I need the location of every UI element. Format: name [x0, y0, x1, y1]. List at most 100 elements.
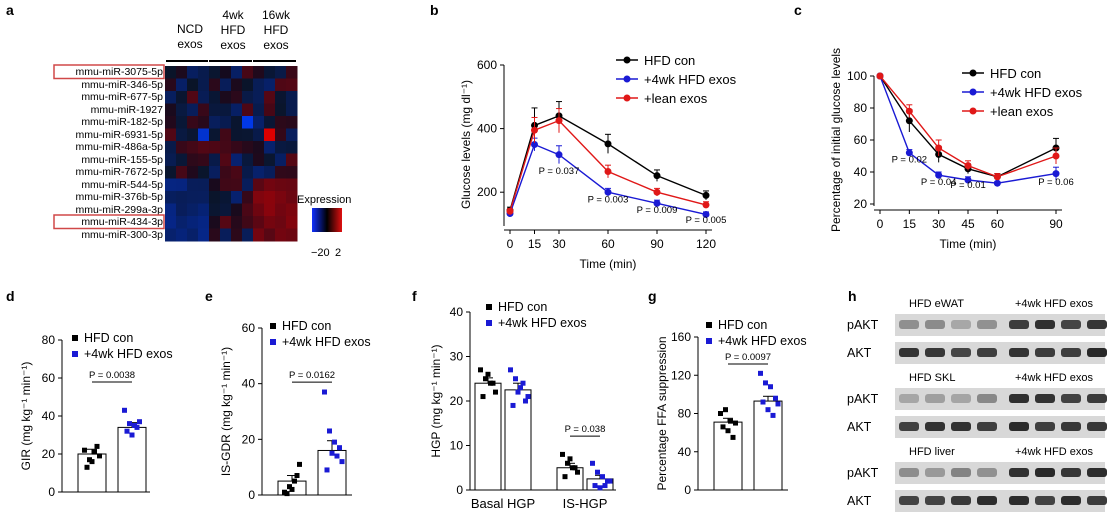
- legend-label: HFD con: [644, 53, 695, 68]
- blot-title-right: +4wk HFD exos: [1015, 446, 1093, 458]
- heatmap-cell: [165, 128, 177, 142]
- heatmap-cell: [275, 128, 287, 142]
- panel-label-g: g: [648, 288, 657, 304]
- heatmap-cell: [286, 78, 298, 92]
- blot-band: [1087, 394, 1107, 403]
- heatmap-cell: [220, 128, 232, 142]
- p-value-annotation: P = 0.0162: [289, 370, 335, 381]
- heatmap-cell: [209, 191, 221, 204]
- heatmap-cell: [187, 78, 199, 92]
- data-point: [560, 451, 565, 457]
- heatmap-cell: [264, 191, 276, 204]
- heatmap-cell: [286, 166, 298, 179]
- heatmap-cell: [231, 78, 243, 92]
- data-point: [653, 199, 661, 207]
- y-tick-label: 80: [42, 333, 56, 347]
- blot-band: [1009, 320, 1029, 329]
- data-point: [134, 424, 140, 430]
- heatmap-cell: [176, 178, 188, 192]
- blot-band: [925, 468, 945, 477]
- heatmap-cell: [198, 66, 210, 79]
- legend-label: +4wk HFD exos: [282, 335, 371, 349]
- heatmap-cell: [242, 91, 254, 104]
- chart-c-percent-glucose: 20 40 60 80 100 0 15 30 45 60 90 Time (min) Percenta…: [829, 48, 1083, 251]
- heatmap-cell: [253, 91, 265, 104]
- heatmap-cell: [231, 216, 243, 229]
- data-point: [1052, 170, 1060, 178]
- p-value-annotation: P = 0.02: [892, 154, 927, 165]
- heatmap-cell: [231, 166, 243, 179]
- heatmap-row-label: mmu-miR-544-5p: [81, 178, 163, 191]
- heatmap-cell: [242, 116, 254, 129]
- data-point: [572, 465, 578, 471]
- data-point: [137, 419, 142, 425]
- legend-label: HFD con: [498, 300, 547, 314]
- blot-band: [977, 320, 997, 329]
- p-value-annotation: P = 0.003: [588, 194, 629, 205]
- data-point: [905, 149, 913, 157]
- data-point: [97, 453, 102, 459]
- heatmap-cell: [264, 141, 276, 154]
- heatmap-cell: [220, 153, 232, 167]
- data-point: [520, 380, 526, 386]
- heatmap-cell: [275, 116, 287, 129]
- chart-f-hgp: 0 10 20 30 40 HGP (mg kg⁻¹ min⁻¹) Basal HGP IS-…: [429, 300, 616, 511]
- heatmap-cell: [264, 103, 276, 117]
- heatmap-cell: [187, 91, 199, 104]
- heatmap-cell: [275, 66, 287, 79]
- y-tick-label: 100: [847, 69, 867, 83]
- heatmap-cell: [275, 178, 287, 192]
- heatmap-cell: [253, 128, 265, 142]
- heatmap-cell: [286, 103, 298, 117]
- heatmap-cell: [198, 178, 210, 192]
- legend-marker: [706, 338, 712, 344]
- heatmap-cell: [176, 78, 188, 92]
- heatmap-cell: [198, 153, 210, 167]
- legend-marker: [969, 88, 977, 96]
- heatmap-cell: [209, 78, 221, 92]
- heatmap-cell: [253, 203, 265, 217]
- blot-band: [1035, 422, 1055, 431]
- x-tick-label: 45: [961, 217, 975, 231]
- heatmap-cell: [165, 78, 177, 92]
- legend-label: +lean exos: [644, 91, 708, 106]
- heatmap-cell: [275, 216, 287, 229]
- data-point: [523, 398, 528, 404]
- heatmap-cell: [187, 178, 199, 192]
- data-point: [702, 210, 710, 218]
- data-point: [604, 188, 612, 196]
- data-point: [964, 162, 972, 170]
- data-point: [653, 188, 661, 196]
- blot-band: [1087, 348, 1107, 357]
- blot-band: [977, 496, 997, 505]
- heatmap-cell: [264, 178, 276, 192]
- data-point: [592, 483, 598, 489]
- blot-band: [1035, 348, 1055, 357]
- x-tick-label: 90: [1049, 217, 1063, 231]
- blot-row-label: AKT: [847, 420, 872, 434]
- x-tick-label: 30: [552, 237, 566, 251]
- data-point: [294, 473, 300, 479]
- heatmap-cell: [253, 116, 265, 129]
- heatmap-cell: [198, 166, 210, 179]
- blot-band: [1009, 422, 1029, 431]
- data-point: [84, 464, 90, 470]
- blot-title-left: HFD liver: [909, 446, 955, 458]
- heatmap-cell: [253, 78, 265, 92]
- heatmap-cell: [286, 153, 298, 167]
- data-point: [600, 474, 605, 480]
- y-tick-label: 60: [42, 371, 56, 385]
- data-point: [478, 367, 483, 373]
- heatmap-cell: [176, 91, 188, 104]
- data-point: [485, 371, 491, 377]
- y-tick-label: 40: [450, 305, 464, 319]
- p-value-annotation: P = 0.0097: [725, 352, 771, 363]
- blot-strip: [895, 388, 1105, 410]
- heatmap-row-label: mmu-miR-434-3p: [81, 216, 163, 228]
- x-category-label: IS-HGP: [563, 496, 608, 511]
- heatmap-cell: [242, 216, 254, 229]
- blot-band: [1087, 320, 1107, 329]
- bar: [317, 449, 347, 496]
- data-point: [770, 412, 776, 418]
